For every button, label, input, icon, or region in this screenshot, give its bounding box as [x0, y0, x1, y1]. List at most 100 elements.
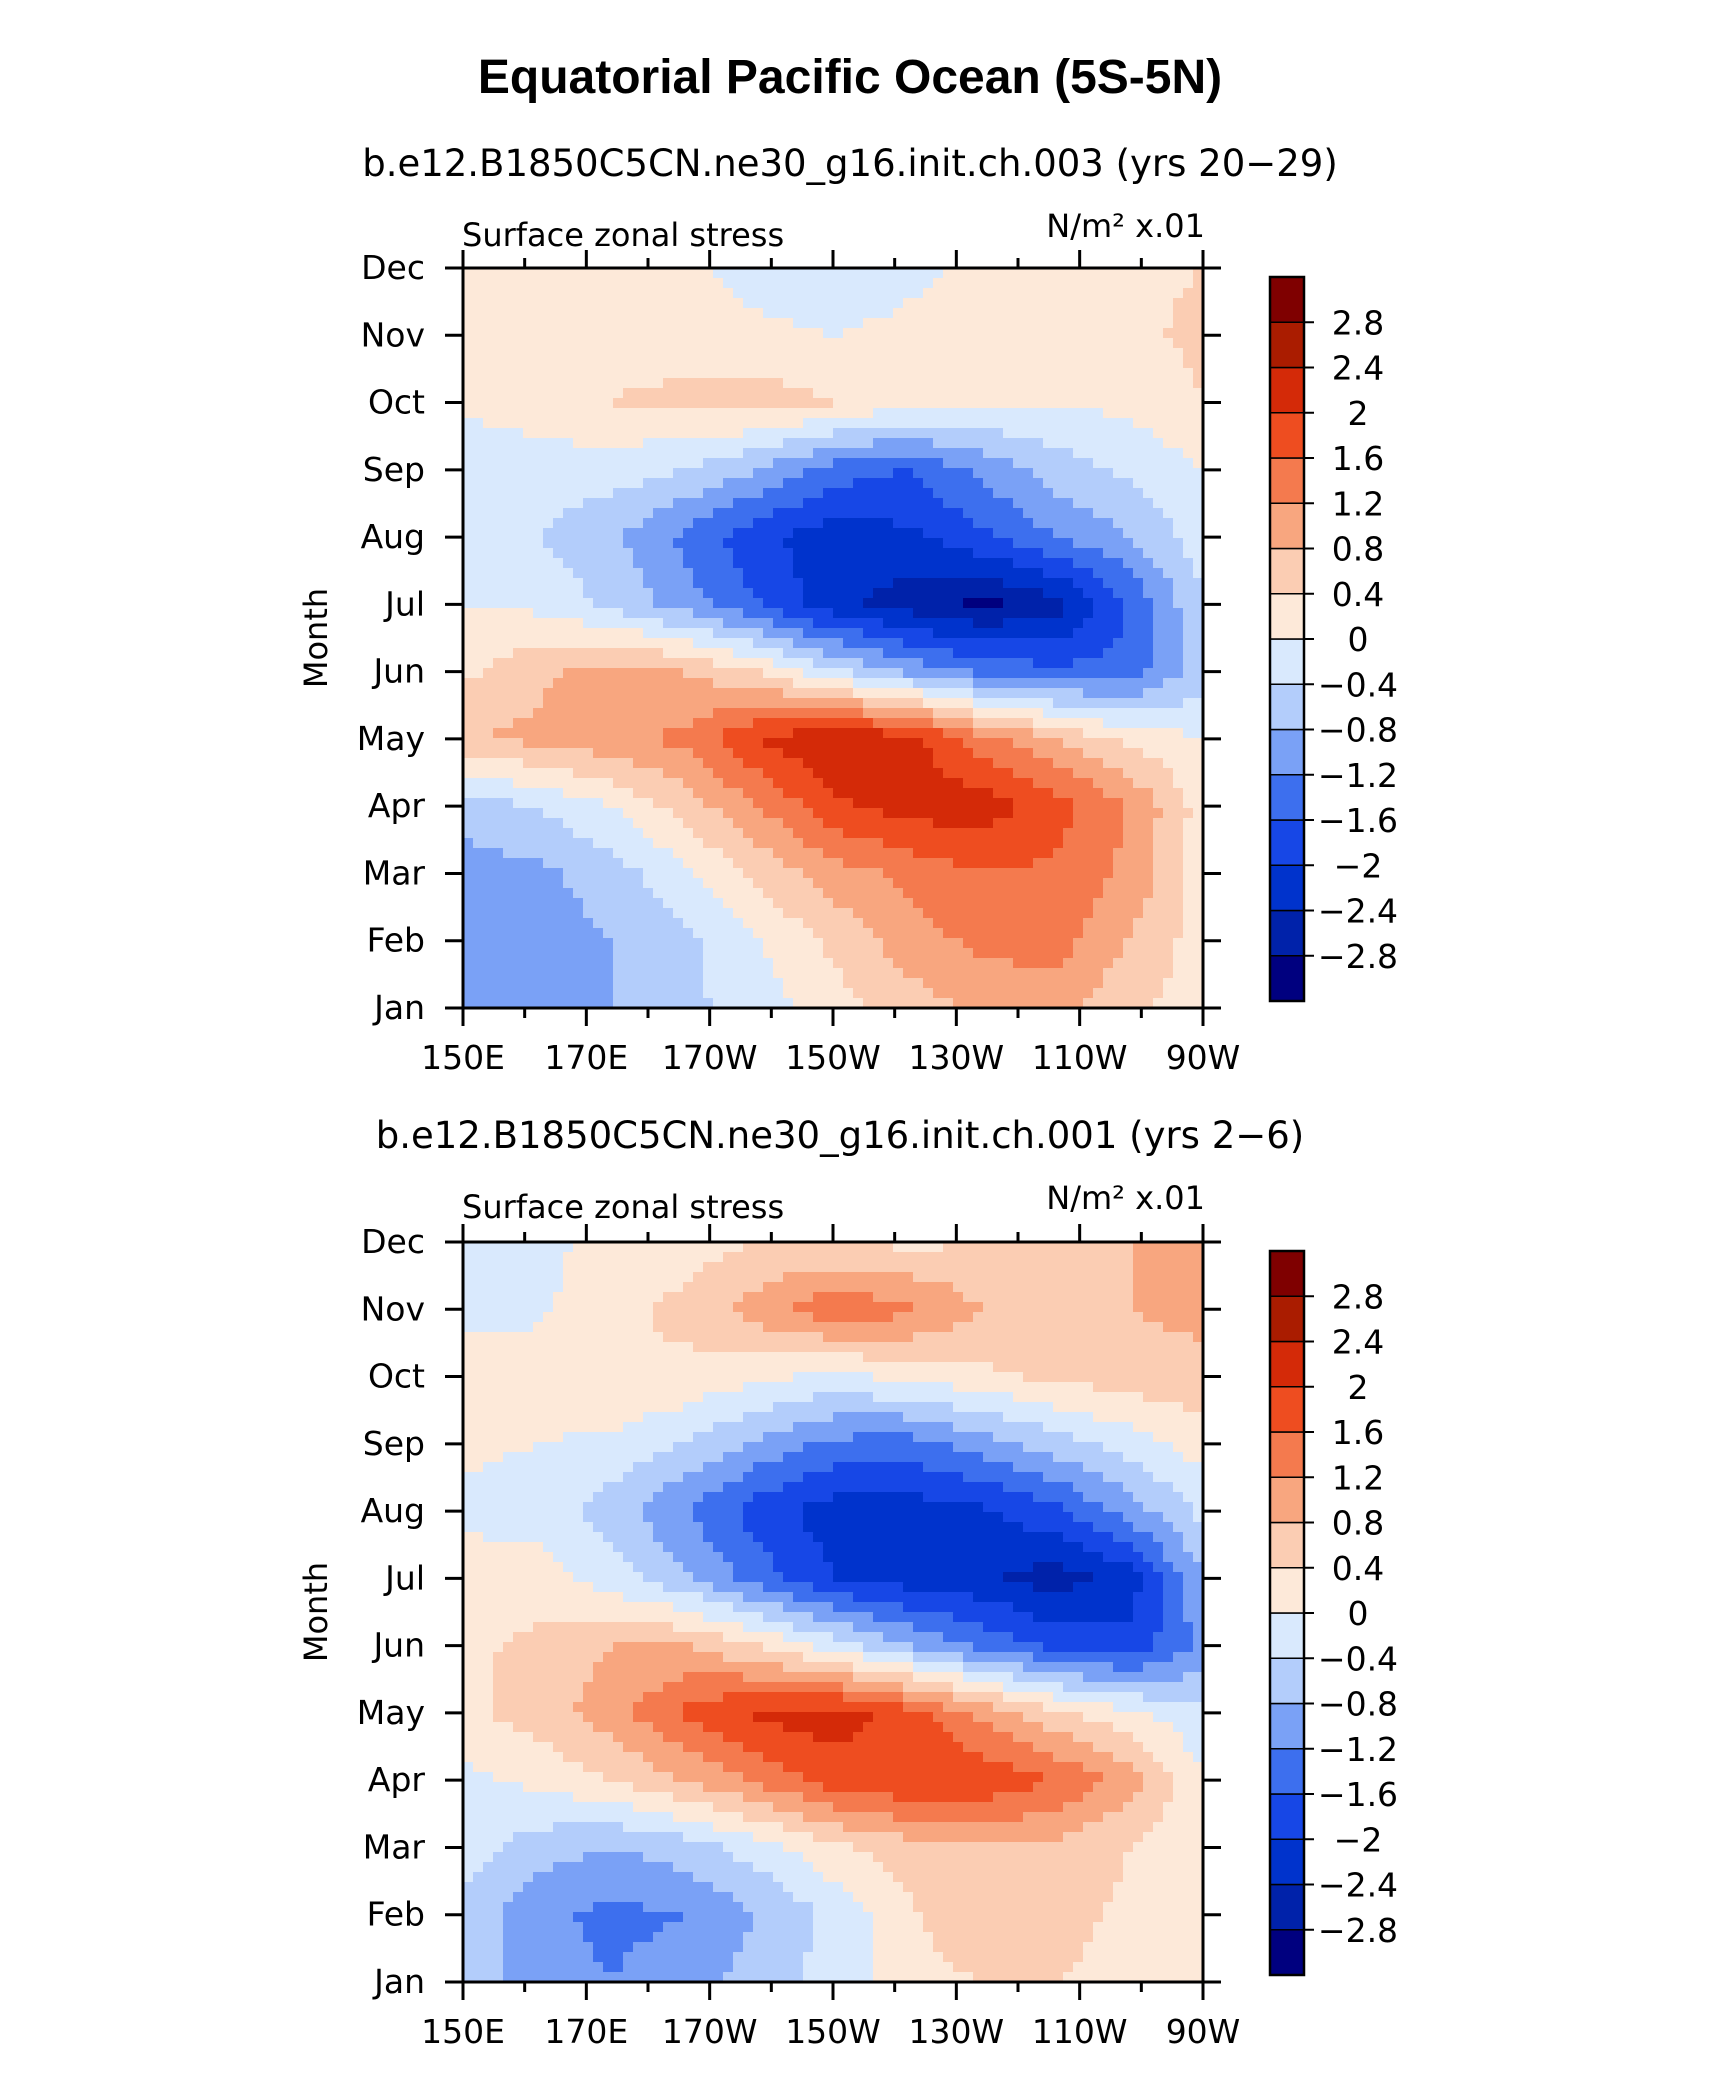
heatmap-cell — [613, 598, 624, 609]
heatmap-cell — [803, 838, 814, 849]
heatmap-cell — [463, 438, 474, 449]
heatmap-cell — [663, 748, 674, 759]
heatmap-cell — [483, 938, 494, 949]
heatmap-cell — [873, 858, 884, 869]
heatmap-cell — [813, 618, 824, 629]
heatmap-cell — [563, 938, 574, 949]
heatmap-cell — [913, 468, 924, 479]
heatmap-cell — [1193, 808, 1204, 819]
heatmap-cell — [653, 328, 664, 339]
heatmap-cell — [613, 818, 624, 829]
heatmap-cell — [1093, 718, 1104, 729]
heatmap-cell — [923, 748, 934, 759]
heatmap-cell — [1173, 298, 1184, 309]
heatmap-cell — [923, 768, 934, 779]
heatmap-cell — [1123, 498, 1134, 509]
heatmap-cell — [963, 318, 974, 329]
heatmap-cell — [523, 808, 534, 819]
heatmap-cell — [1073, 468, 1084, 479]
heatmap-cell — [993, 428, 1004, 439]
heatmap-cell — [503, 408, 514, 419]
heatmap-cell — [613, 308, 624, 319]
heatmap-cell — [663, 368, 674, 379]
heatmap-cell — [933, 748, 944, 759]
heatmap-cell — [703, 478, 714, 489]
heatmap-cell — [583, 518, 594, 529]
heatmap-cell — [893, 778, 904, 789]
heatmap-cell — [1193, 368, 1204, 379]
heatmap-cell — [573, 618, 584, 629]
heatmap-cell — [813, 828, 824, 839]
heatmap-cell — [563, 908, 574, 919]
heatmap-cell — [503, 388, 514, 399]
heatmap-cell — [1183, 638, 1194, 649]
heatmap-cell — [683, 618, 694, 629]
heatmap-cell — [623, 888, 634, 899]
heatmap-cell — [973, 878, 984, 889]
heatmap-cell — [793, 938, 804, 949]
heatmap-cell — [533, 718, 544, 729]
heatmap-cell — [1013, 698, 1024, 709]
heatmap-cell — [923, 808, 934, 819]
heatmap-cell — [1093, 908, 1104, 919]
heatmap-cell — [563, 898, 574, 909]
heatmap-cell — [943, 878, 954, 889]
heatmap-cell — [683, 868, 694, 879]
heatmap-cell — [633, 638, 644, 649]
heatmap-cell — [713, 438, 724, 449]
heatmap-cell — [1123, 618, 1134, 629]
heatmap-cell — [863, 918, 874, 929]
heatmap-cell — [1123, 278, 1134, 289]
heatmap-cell — [1013, 658, 1024, 669]
heatmap-cell — [883, 898, 894, 909]
heatmap-cell — [753, 508, 764, 519]
heatmap-cell — [1033, 338, 1044, 349]
heatmap-cell — [533, 858, 544, 869]
heatmap-cell — [653, 818, 664, 829]
heatmap-cell — [683, 318, 694, 329]
heatmap-cell — [923, 438, 934, 449]
heatmap-cell — [513, 448, 524, 459]
heatmap-cell — [873, 378, 884, 389]
heatmap-cell — [1153, 768, 1164, 779]
heatmap-cell — [693, 388, 704, 399]
heatmap-cell — [923, 548, 934, 559]
heatmap-cell — [763, 368, 774, 379]
heatmap-cell — [1033, 358, 1044, 369]
heatmap-cell — [703, 728, 714, 739]
heatmap-cell — [1103, 448, 1114, 459]
heatmap-cell — [933, 568, 944, 579]
heatmap-cell — [1073, 828, 1084, 839]
heatmap-cell — [953, 708, 964, 719]
heatmap-cell — [903, 668, 914, 679]
heatmap-cell — [803, 308, 814, 319]
heatmap-cell — [863, 308, 874, 319]
heatmap-cell — [603, 908, 614, 919]
heatmap-cell — [613, 498, 624, 509]
heatmap-cell — [973, 718, 984, 729]
heatmap-cell — [553, 638, 564, 649]
heatmap-cell — [1193, 528, 1204, 539]
heatmap-cell — [553, 718, 564, 729]
heatmap-cell — [753, 348, 764, 359]
heatmap-cell — [563, 358, 574, 369]
heatmap-cell — [523, 628, 534, 639]
heatmap-cell — [943, 488, 954, 499]
heatmap-cell — [1003, 318, 1014, 329]
heatmap-cell — [693, 608, 704, 619]
heatmap-cell — [773, 328, 784, 339]
heatmap-cell — [1103, 708, 1114, 719]
heatmap-cell — [763, 658, 774, 669]
heatmap-cell — [643, 478, 654, 489]
heatmap-cell — [903, 728, 914, 739]
heatmap-cell — [923, 268, 934, 279]
heatmap-cell — [813, 498, 824, 509]
heatmap-cell — [1043, 398, 1054, 409]
heatmap-cell — [1113, 478, 1124, 489]
heatmap-cell — [883, 498, 894, 509]
heatmap-cell — [623, 928, 634, 939]
heatmap-cell — [853, 508, 864, 519]
heatmap-cell — [933, 838, 944, 849]
heatmap-cell — [933, 638, 944, 649]
heatmap-cell — [713, 778, 724, 789]
